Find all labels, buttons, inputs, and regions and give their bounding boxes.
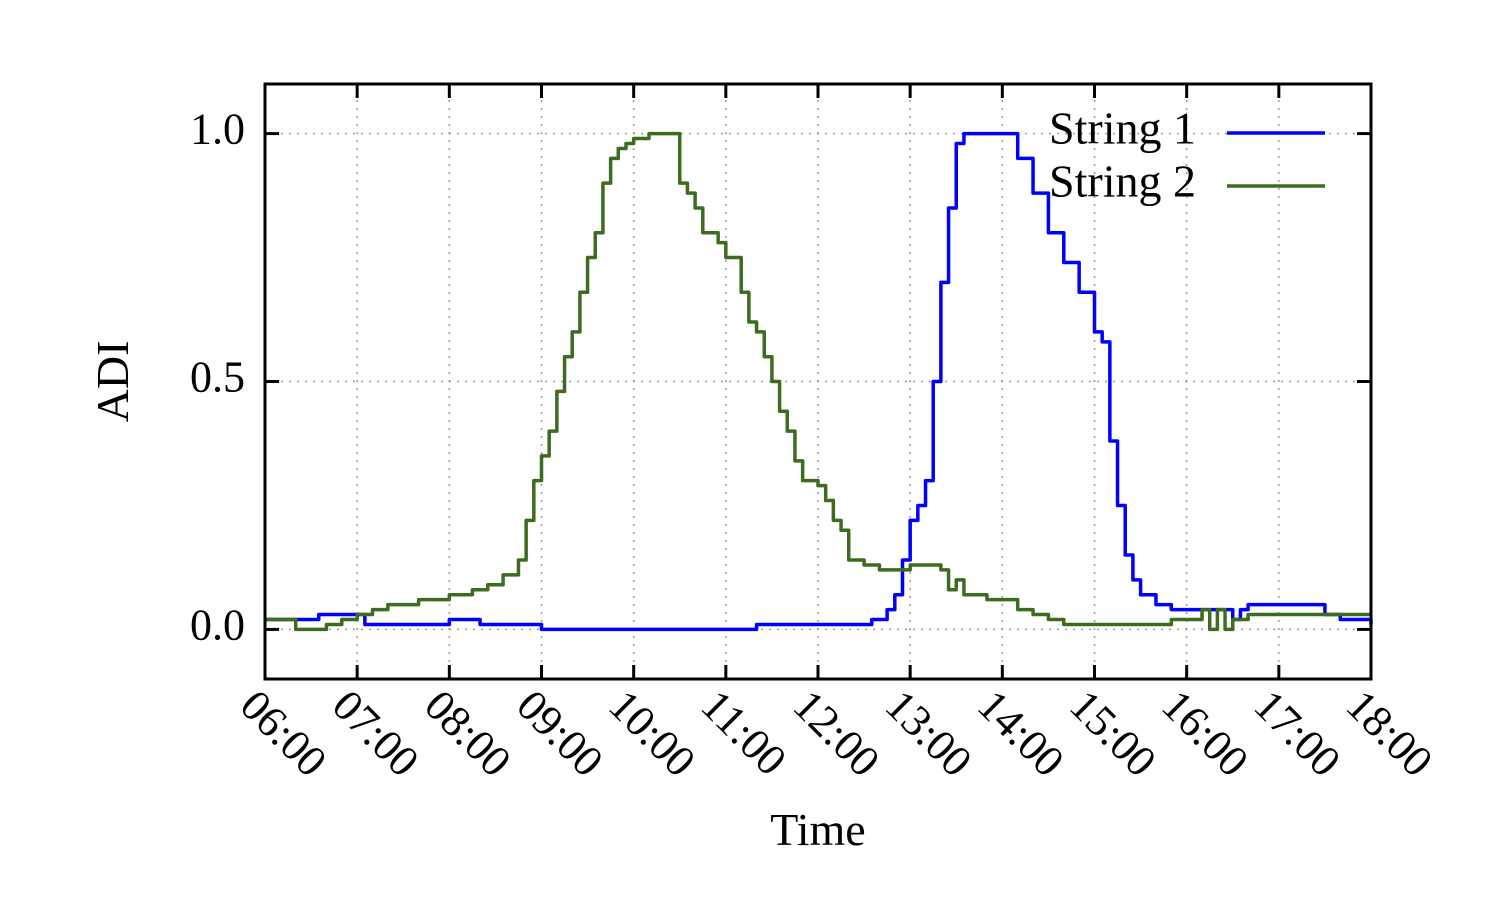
y-axis-title: ADI [87, 341, 138, 423]
x-tick-label: 15:00 [1060, 681, 1166, 787]
x-tick-label: 10:00 [599, 681, 705, 787]
legend-label: String 2 [1049, 156, 1196, 207]
y-tick-label: 1.0 [190, 105, 245, 154]
series-line-2 [265, 131, 1371, 632]
x-tick-label: 12:00 [784, 681, 890, 787]
x-axis-title: Time [770, 804, 865, 855]
x-tick-label: 07:00 [323, 681, 429, 787]
y-tick-label: 0.5 [190, 353, 245, 402]
x-tick-label: 11:00 [692, 681, 796, 785]
x-tick-label: 14:00 [968, 681, 1074, 787]
x-tick-label: 06:00 [231, 681, 337, 787]
series-line-1 [265, 131, 1373, 632]
x-tick-label: 16:00 [1152, 681, 1258, 787]
x-tick-label: 17:00 [1245, 681, 1351, 787]
x-tick-label: 09:00 [507, 681, 613, 787]
legend-label: String 1 [1049, 103, 1196, 154]
x-tick-label: 13:00 [876, 681, 982, 787]
x-tick-label: 08:00 [415, 681, 521, 787]
x-tick-label: 18:00 [1337, 681, 1443, 787]
y-tick-label: 0.0 [190, 601, 245, 650]
